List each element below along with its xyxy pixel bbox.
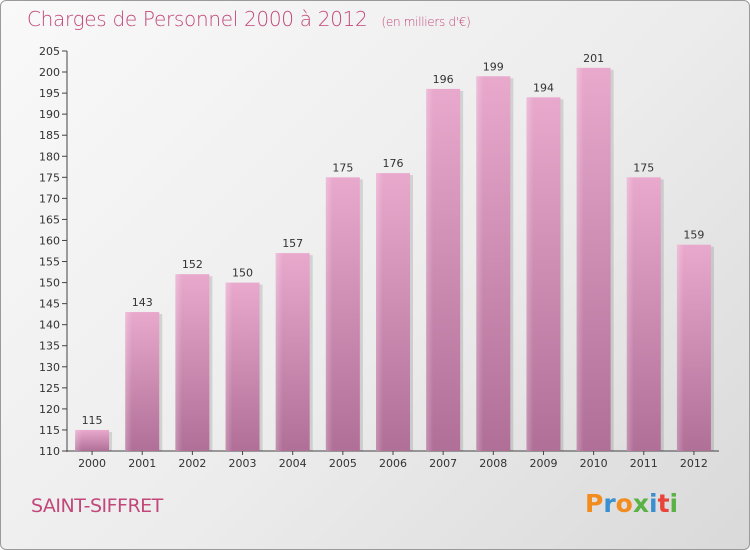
value-label-2012: 159 <box>683 229 704 242</box>
proxiti-logo[interactable]: Proxiti <box>585 489 678 518</box>
bar-highlight <box>175 274 183 451</box>
value-label-2008: 199 <box>483 60 504 73</box>
bar-highlight <box>376 173 383 451</box>
y-tick-label: 140 <box>39 319 60 332</box>
bar-2000[interactable] <box>75 429 110 451</box>
y-axis: 110 115 120 125 130 135 140 145 150 155 160 165 170 1… <box>39 45 719 458</box>
x-tick-label: 2010 <box>580 457 608 470</box>
bar-highlight <box>426 88 434 451</box>
bar-highlight <box>526 97 534 451</box>
logo-letter: x <box>632 489 649 518</box>
x-tick-label: 2011 <box>630 457 658 470</box>
logo-letter: i <box>649 489 658 518</box>
y-tick-label: 110 <box>39 445 60 458</box>
value-label-2003: 150 <box>232 267 253 280</box>
commune-name: SAINT-SIFFRET <box>31 495 163 517</box>
x-tick-label: 2002 <box>178 457 206 470</box>
value-label-2004: 157 <box>282 237 303 250</box>
x-tick-label: 2012 <box>680 457 708 470</box>
chart-title: Charges de Personnel 2000 à 2012 (en mill… <box>27 7 471 31</box>
bar-highlight <box>125 312 133 451</box>
logo-letter: P <box>585 489 604 518</box>
y-tick-label: 170 <box>39 192 60 205</box>
x-tick-label: 2004 <box>279 457 307 470</box>
logo-letter: t <box>657 489 670 518</box>
y-tick-label: 125 <box>39 382 60 395</box>
x-tick-label: 2001 <box>128 457 156 470</box>
bar-highlight <box>275 253 283 451</box>
title-text: Charges de Personnel 2000 à 2012 <box>27 7 368 31</box>
value-label-2006: 176 <box>383 157 404 170</box>
y-tick-label: 160 <box>39 234 60 247</box>
x-tick-label: 2008 <box>479 457 507 470</box>
x-tick-label: 2009 <box>529 457 557 470</box>
y-tick-label: 120 <box>39 403 60 416</box>
y-tick-label: 200 <box>39 66 60 79</box>
value-label-2009: 194 <box>533 81 554 94</box>
x-tick-label: 2006 <box>379 457 407 470</box>
logo-letter: r <box>603 489 616 518</box>
x-tick-label: 2005 <box>329 457 357 470</box>
value-label-2005: 175 <box>332 161 353 174</box>
bar-highlight <box>75 429 83 451</box>
y-tick-label: 180 <box>39 150 60 163</box>
x-tick-label: 2000 <box>78 457 106 470</box>
y-tick-label: 155 <box>39 256 60 269</box>
y-tick-label: 115 <box>39 424 60 437</box>
bars: 115 143 152 150 157 175 176 196 199 194 201 175 159 <box>75 52 714 452</box>
bar-highlight <box>576 67 584 451</box>
y-tick-label: 175 <box>39 171 60 184</box>
y-tick-label: 150 <box>39 277 60 290</box>
bar-highlight <box>476 76 484 452</box>
value-label-2011: 175 <box>633 161 654 174</box>
logo-letter: i <box>669 489 679 518</box>
x-tick-label: 2007 <box>429 457 457 470</box>
y-tick-label: 205 <box>39 45 60 58</box>
value-label-2002: 152 <box>182 258 203 271</box>
x-tick-label: 2003 <box>229 457 257 470</box>
bar-highlight <box>225 282 233 451</box>
y-tick-label: 145 <box>39 298 60 311</box>
bar-highlight <box>325 177 333 451</box>
y-tick-label: 130 <box>39 361 60 374</box>
value-label-2010: 201 <box>583 52 604 65</box>
bar-highlight <box>676 244 684 451</box>
value-label-2000: 115 <box>82 414 103 427</box>
y-tick-label: 190 <box>39 108 60 121</box>
y-tick-label: 195 <box>39 87 60 100</box>
y-tick-label: 185 <box>39 129 60 142</box>
value-label-2001: 143 <box>132 296 153 309</box>
y-tick-label: 165 <box>39 213 60 226</box>
bar-highlight <box>626 177 634 451</box>
x-axis: 2000 2001 2002 2003 2004 2005 2006 2007 2008 2009… <box>78 451 708 470</box>
value-label-2007: 196 <box>433 73 454 86</box>
chart-subtitle: (en milliers d'€) <box>381 15 471 29</box>
logo-letter: o <box>615 489 633 518</box>
y-tick-label: 135 <box>39 340 60 353</box>
